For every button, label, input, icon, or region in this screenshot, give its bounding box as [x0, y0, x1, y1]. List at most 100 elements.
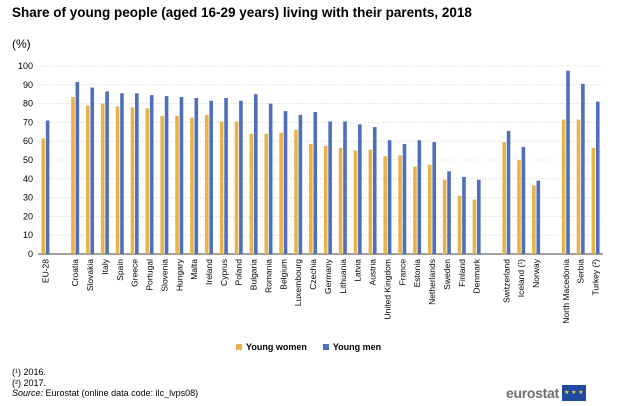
category-label: Switzerland [501, 259, 511, 303]
bar-women [130, 107, 135, 254]
category-label: Netherlands [427, 259, 437, 305]
bar-men [595, 101, 600, 254]
y-tick-label: 50 [23, 155, 33, 165]
bar-women [517, 160, 521, 254]
bar-women [190, 117, 194, 254]
y-tick-label: 100 [18, 61, 33, 71]
bar-men [239, 100, 243, 254]
legend-swatch-women [236, 344, 242, 350]
category-label: United Kingdom [382, 259, 392, 319]
category-label: Italy [100, 258, 110, 274]
bar-women [86, 105, 90, 254]
y-tick-label: 20 [23, 211, 33, 221]
bar-men [253, 94, 258, 254]
category-label: North Macedonia [561, 259, 571, 324]
bar-women [338, 147, 343, 254]
category-label: Belgium [278, 259, 288, 290]
legend-label-women: Young women [246, 342, 307, 352]
bar-women [309, 144, 313, 254]
bar-men [164, 96, 169, 254]
footnotes: (¹) 2016. (²) 2017. Source: Eurostat (on… [12, 367, 198, 399]
bar-men [462, 176, 466, 254]
y-tick-label: 80 [23, 99, 33, 109]
bar-men [372, 127, 377, 254]
bar-men [521, 146, 526, 254]
category-label: Luxembourg [293, 259, 303, 307]
bar-men [45, 120, 50, 255]
legend-swatch-men [322, 344, 329, 350]
category-label: Iceland (¹) [516, 259, 526, 297]
y-tick-label: 90 [23, 80, 33, 90]
bar-women [100, 103, 105, 254]
category-label: Malta [189, 259, 199, 280]
bar-men [298, 114, 303, 254]
bar-women [323, 145, 328, 254]
bar-women [398, 155, 402, 254]
category-label: Germany [323, 258, 333, 294]
bar-men [417, 140, 422, 254]
bar-men [477, 179, 481, 254]
bar-men [209, 100, 213, 254]
bar-men [149, 95, 154, 254]
category-label: Portugal [145, 259, 155, 291]
bar-women [249, 133, 254, 254]
bar-men [313, 112, 318, 254]
bar-women [204, 114, 209, 254]
footnote-1: (¹) 2016. [12, 367, 47, 377]
bar-men [283, 111, 288, 255]
bar-men [432, 142, 437, 254]
bar-women [234, 121, 239, 255]
category-label: Romania [263, 259, 273, 293]
source-text: Eurostat (online data code: ilc_lvps08) [43, 388, 199, 398]
bar-men [135, 93, 139, 254]
category-label: Latvia [353, 259, 363, 282]
category-label: Denmark [472, 258, 482, 293]
source-label: Source: [12, 388, 44, 398]
category-label: Czechia [308, 259, 318, 290]
bar-men [75, 81, 80, 254]
eurostat-logo: eurostat ★ ★ ★ [506, 385, 586, 401]
bar-women [383, 156, 388, 254]
category-label: Finland [457, 259, 467, 287]
bar-men [358, 124, 362, 254]
bar-women [591, 147, 596, 254]
bar-men [90, 87, 95, 255]
bar-women [532, 185, 536, 254]
bar-men [194, 97, 199, 255]
bar-men [566, 70, 570, 254]
bar-men [268, 103, 273, 254]
category-label: Turkey (²) [591, 259, 601, 296]
bar-men [506, 130, 511, 254]
bar-women [457, 195, 462, 254]
legend-item-men: Young men [322, 342, 381, 352]
category-label: Serbia [576, 259, 586, 284]
bar-women [279, 132, 283, 254]
category-label: Sweden [442, 259, 452, 290]
category-label: Bulgaria [249, 259, 259, 290]
bar-men [402, 144, 407, 254]
bar-women [368, 149, 373, 254]
category-label: Estonia [412, 259, 422, 288]
bar-women [576, 119, 581, 254]
category-label: EU-28 [40, 259, 50, 283]
unit-label: (%) [12, 37, 31, 51]
legend-item-women: Young women [236, 342, 307, 352]
bar-women [145, 108, 150, 254]
bar-men [581, 83, 585, 254]
bar-women [353, 150, 358, 254]
source-line: Source: Eurostat (online data code: ilc_… [12, 388, 198, 399]
bar-women [264, 133, 269, 254]
category-label: France [397, 259, 407, 286]
category-label: Ireland [204, 259, 214, 285]
bar-men [224, 97, 228, 255]
bar-women [502, 142, 506, 254]
bar-women [413, 166, 417, 254]
bar-women [175, 115, 179, 254]
bar-women [294, 129, 298, 254]
bar-men [179, 97, 184, 255]
logo-text: eurostat [506, 385, 559, 401]
bar-women [561, 119, 566, 254]
category-label: Poland [234, 259, 244, 286]
bar-women [115, 106, 120, 254]
